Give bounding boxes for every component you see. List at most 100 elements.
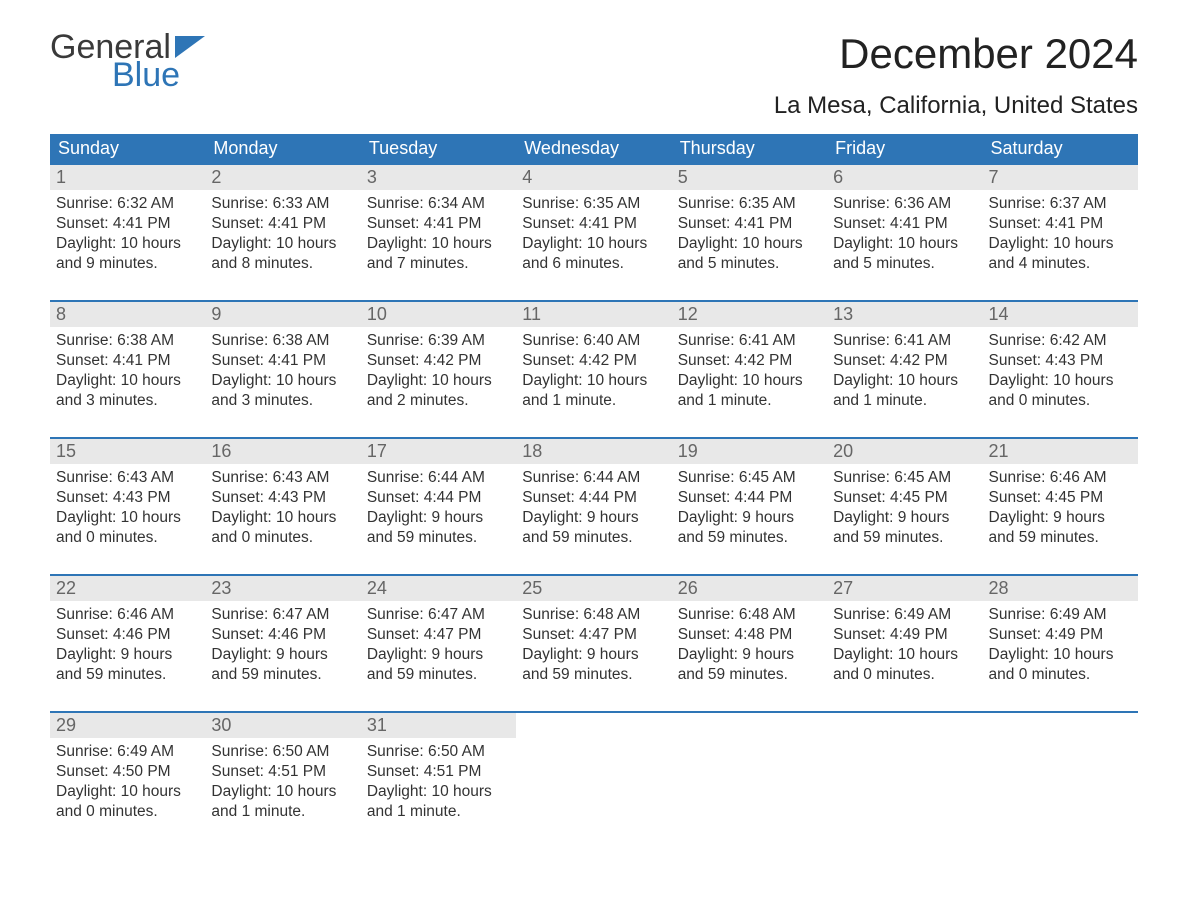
day-number: 8	[50, 302, 205, 327]
day-number: 16	[205, 439, 360, 464]
day-cell: 12Sunrise: 6:41 AMSunset: 4:42 PMDayligh…	[672, 301, 827, 438]
day-details: Sunrise: 6:34 AMSunset: 4:41 PMDaylight:…	[361, 190, 516, 300]
calendar-table: SundayMondayTuesdayWednesdayThursdayFrid…	[50, 134, 1138, 848]
day-number: 23	[205, 576, 360, 601]
day-number: 15	[50, 439, 205, 464]
day-number: 6	[827, 165, 982, 190]
day-details: Sunrise: 6:43 AMSunset: 4:43 PMDaylight:…	[50, 464, 205, 574]
day-cell: 17Sunrise: 6:44 AMSunset: 4:44 PMDayligh…	[361, 438, 516, 575]
weekday-header-row: SundayMondayTuesdayWednesdayThursdayFrid…	[50, 134, 1138, 164]
day-details: Sunrise: 6:38 AMSunset: 4:41 PMDaylight:…	[50, 327, 205, 437]
week-row: 15Sunrise: 6:43 AMSunset: 4:43 PMDayligh…	[50, 438, 1138, 575]
day-details: Sunrise: 6:35 AMSunset: 4:41 PMDaylight:…	[672, 190, 827, 300]
day-number: 10	[361, 302, 516, 327]
month-title: December 2024	[774, 30, 1138, 78]
week-row: 22Sunrise: 6:46 AMSunset: 4:46 PMDayligh…	[50, 575, 1138, 712]
day-number: 30	[205, 713, 360, 738]
day-number: 18	[516, 439, 671, 464]
day-cell	[672, 712, 827, 848]
day-cell: 13Sunrise: 6:41 AMSunset: 4:42 PMDayligh…	[827, 301, 982, 438]
day-number: 31	[361, 713, 516, 738]
day-details: Sunrise: 6:49 AMSunset: 4:49 PMDaylight:…	[983, 601, 1138, 711]
day-cell: 3Sunrise: 6:34 AMSunset: 4:41 PMDaylight…	[361, 164, 516, 301]
day-cell: 4Sunrise: 6:35 AMSunset: 4:41 PMDaylight…	[516, 164, 671, 301]
weekday-header: Saturday	[983, 134, 1138, 164]
day-cell	[983, 712, 1138, 848]
day-cell: 22Sunrise: 6:46 AMSunset: 4:46 PMDayligh…	[50, 575, 205, 712]
day-details: Sunrise: 6:39 AMSunset: 4:42 PMDaylight:…	[361, 327, 516, 437]
day-number: 14	[983, 302, 1138, 327]
logo-text-bottom: Blue	[112, 58, 205, 92]
day-number: 11	[516, 302, 671, 327]
week-row: 29Sunrise: 6:49 AMSunset: 4:50 PMDayligh…	[50, 712, 1138, 848]
weekday-header: Friday	[827, 134, 982, 164]
day-number: 13	[827, 302, 982, 327]
day-cell: 16Sunrise: 6:43 AMSunset: 4:43 PMDayligh…	[205, 438, 360, 575]
day-number: 22	[50, 576, 205, 601]
day-cell: 27Sunrise: 6:49 AMSunset: 4:49 PMDayligh…	[827, 575, 982, 712]
day-cell: 24Sunrise: 6:47 AMSunset: 4:47 PMDayligh…	[361, 575, 516, 712]
day-details: Sunrise: 6:44 AMSunset: 4:44 PMDaylight:…	[361, 464, 516, 574]
day-details: Sunrise: 6:49 AMSunset: 4:50 PMDaylight:…	[50, 738, 205, 848]
day-cell: 26Sunrise: 6:48 AMSunset: 4:48 PMDayligh…	[672, 575, 827, 712]
day-cell: 30Sunrise: 6:50 AMSunset: 4:51 PMDayligh…	[205, 712, 360, 848]
day-number: 21	[983, 439, 1138, 464]
day-details: Sunrise: 6:48 AMSunset: 4:47 PMDaylight:…	[516, 601, 671, 711]
week-row: 1Sunrise: 6:32 AMSunset: 4:41 PMDaylight…	[50, 164, 1138, 301]
day-cell: 2Sunrise: 6:33 AMSunset: 4:41 PMDaylight…	[205, 164, 360, 301]
day-details: Sunrise: 6:35 AMSunset: 4:41 PMDaylight:…	[516, 190, 671, 300]
day-details: Sunrise: 6:38 AMSunset: 4:41 PMDaylight:…	[205, 327, 360, 437]
day-number: 5	[672, 165, 827, 190]
day-details: Sunrise: 6:37 AMSunset: 4:41 PMDaylight:…	[983, 190, 1138, 300]
day-number: 25	[516, 576, 671, 601]
day-number: 3	[361, 165, 516, 190]
day-cell: 6Sunrise: 6:36 AMSunset: 4:41 PMDaylight…	[827, 164, 982, 301]
weekday-header: Sunday	[50, 134, 205, 164]
day-cell: 29Sunrise: 6:49 AMSunset: 4:50 PMDayligh…	[50, 712, 205, 848]
day-number: 19	[672, 439, 827, 464]
day-number: 27	[827, 576, 982, 601]
day-cell: 10Sunrise: 6:39 AMSunset: 4:42 PMDayligh…	[361, 301, 516, 438]
day-details: Sunrise: 6:45 AMSunset: 4:44 PMDaylight:…	[672, 464, 827, 574]
day-details: Sunrise: 6:47 AMSunset: 4:46 PMDaylight:…	[205, 601, 360, 711]
day-details: Sunrise: 6:33 AMSunset: 4:41 PMDaylight:…	[205, 190, 360, 300]
day-details: Sunrise: 6:50 AMSunset: 4:51 PMDaylight:…	[205, 738, 360, 848]
weekday-header: Tuesday	[361, 134, 516, 164]
day-details: Sunrise: 6:41 AMSunset: 4:42 PMDaylight:…	[827, 327, 982, 437]
day-number: 7	[983, 165, 1138, 190]
day-number: 28	[983, 576, 1138, 601]
day-number: 4	[516, 165, 671, 190]
day-cell: 25Sunrise: 6:48 AMSunset: 4:47 PMDayligh…	[516, 575, 671, 712]
day-number: 9	[205, 302, 360, 327]
day-details: Sunrise: 6:43 AMSunset: 4:43 PMDaylight:…	[205, 464, 360, 574]
day-details: Sunrise: 6:47 AMSunset: 4:47 PMDaylight:…	[361, 601, 516, 711]
day-cell: 15Sunrise: 6:43 AMSunset: 4:43 PMDayligh…	[50, 438, 205, 575]
day-cell: 20Sunrise: 6:45 AMSunset: 4:45 PMDayligh…	[827, 438, 982, 575]
day-cell: 9Sunrise: 6:38 AMSunset: 4:41 PMDaylight…	[205, 301, 360, 438]
day-cell: 31Sunrise: 6:50 AMSunset: 4:51 PMDayligh…	[361, 712, 516, 848]
day-details: Sunrise: 6:36 AMSunset: 4:41 PMDaylight:…	[827, 190, 982, 300]
day-number: 26	[672, 576, 827, 601]
day-cell	[516, 712, 671, 848]
day-number: 20	[827, 439, 982, 464]
day-cell: 18Sunrise: 6:44 AMSunset: 4:44 PMDayligh…	[516, 438, 671, 575]
day-details: Sunrise: 6:41 AMSunset: 4:42 PMDaylight:…	[672, 327, 827, 437]
day-cell: 19Sunrise: 6:45 AMSunset: 4:44 PMDayligh…	[672, 438, 827, 575]
day-details: Sunrise: 6:46 AMSunset: 4:46 PMDaylight:…	[50, 601, 205, 711]
day-cell: 7Sunrise: 6:37 AMSunset: 4:41 PMDaylight…	[983, 164, 1138, 301]
weekday-header: Wednesday	[516, 134, 671, 164]
weekday-header: Monday	[205, 134, 360, 164]
day-cell: 14Sunrise: 6:42 AMSunset: 4:43 PMDayligh…	[983, 301, 1138, 438]
day-number: 17	[361, 439, 516, 464]
day-details: Sunrise: 6:50 AMSunset: 4:51 PMDaylight:…	[361, 738, 516, 848]
day-cell: 28Sunrise: 6:49 AMSunset: 4:49 PMDayligh…	[983, 575, 1138, 712]
day-cell	[827, 712, 982, 848]
day-details: Sunrise: 6:49 AMSunset: 4:49 PMDaylight:…	[827, 601, 982, 711]
day-details: Sunrise: 6:48 AMSunset: 4:48 PMDaylight:…	[672, 601, 827, 711]
day-cell: 21Sunrise: 6:46 AMSunset: 4:45 PMDayligh…	[983, 438, 1138, 575]
day-details: Sunrise: 6:46 AMSunset: 4:45 PMDaylight:…	[983, 464, 1138, 574]
day-cell: 1Sunrise: 6:32 AMSunset: 4:41 PMDaylight…	[50, 164, 205, 301]
day-number: 1	[50, 165, 205, 190]
location-label: La Mesa, California, United States	[774, 92, 1138, 120]
day-number: 24	[361, 576, 516, 601]
